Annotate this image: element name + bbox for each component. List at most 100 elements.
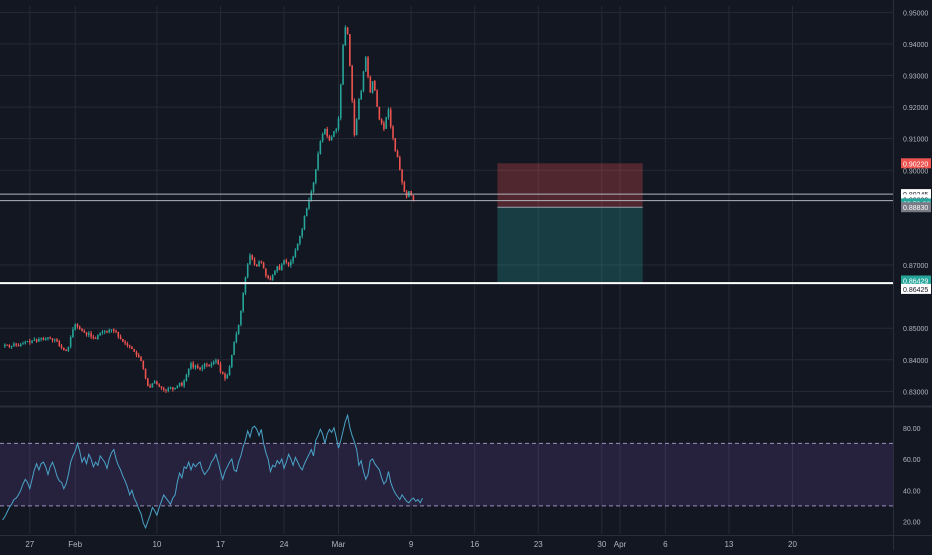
candle	[349, 33, 351, 67]
time-tick-label: 6	[663, 540, 668, 549]
rsi-line	[2, 413, 423, 530]
candle-body	[403, 182, 406, 192]
candle-body	[78, 326, 81, 329]
candle	[76, 323, 79, 329]
candle	[142, 360, 145, 370]
candle-body	[369, 76, 372, 93]
price-tick-label: 0.84000	[903, 358, 928, 365]
candle-body	[22, 343, 24, 345]
time-tick-label: 13	[724, 540, 733, 549]
candle-body	[276, 266, 279, 272]
candle	[172, 387, 174, 392]
candle	[258, 260, 260, 267]
candle	[153, 379, 156, 384]
price-label-text: 0.90220	[903, 161, 928, 168]
candle	[287, 261, 290, 267]
candle-body	[228, 366, 231, 376]
candle-body	[389, 109, 392, 127]
candle-body	[235, 333, 238, 343]
candle-body	[47, 337, 49, 339]
time-axis[interactable]: 27 Feb 10 17 24 Mar 9 16 23 30 Apr 6 13 20	[25, 540, 797, 549]
candle-body	[162, 387, 165, 390]
candle-body	[255, 264, 258, 267]
candle-body	[49, 337, 52, 339]
candle	[253, 257, 256, 266]
candle	[269, 275, 272, 281]
candle	[117, 331, 120, 339]
price-lines	[0, 193, 893, 285]
candle-body	[65, 349, 67, 351]
candle	[330, 135, 333, 141]
candle-body	[303, 216, 306, 230]
candle-body	[44, 338, 47, 340]
candle-body	[364, 57, 367, 72]
candle-body	[278, 266, 281, 271]
time-tick-label: 16	[470, 540, 479, 549]
candle-body	[312, 182, 315, 192]
candle	[328, 134, 331, 142]
price-label-stop[interactable]: 0.90220	[901, 158, 931, 169]
candle-body	[212, 361, 215, 365]
candle-body	[144, 368, 147, 379]
candle-body	[42, 337, 45, 340]
candle	[392, 125, 394, 141]
price-label-text: 0.86429	[903, 278, 928, 285]
candle-body	[194, 365, 197, 368]
candle	[26, 340, 29, 343]
candle	[201, 364, 204, 372]
candle	[31, 340, 33, 344]
candle-body	[56, 339, 58, 342]
candle	[4, 343, 6, 348]
candle	[342, 44, 344, 85]
candle	[301, 227, 303, 239]
candle-body	[63, 347, 65, 350]
candle	[217, 359, 219, 366]
price-label-text: 0.86425	[903, 287, 928, 294]
candle	[10, 345, 13, 350]
candle	[190, 361, 192, 370]
price-label-box	[901, 158, 931, 169]
candle	[324, 128, 326, 135]
candle	[110, 329, 113, 333]
candle	[296, 243, 299, 251]
position-tool[interactable]	[497, 163, 643, 284]
candle-body	[315, 169, 317, 183]
candle-body	[301, 229, 303, 236]
candle	[351, 64, 353, 103]
candle-body	[330, 136, 333, 140]
candle-body	[176, 385, 179, 388]
candle-body	[280, 264, 283, 271]
time-tick-label: 9	[409, 540, 414, 549]
candle-body	[101, 331, 104, 333]
stop-loss-zone[interactable]	[497, 163, 643, 208]
candle	[33, 337, 36, 341]
candle	[410, 190, 412, 197]
candle-body	[271, 275, 274, 281]
candle	[35, 338, 38, 343]
candle-body	[344, 27, 347, 46]
candle	[285, 258, 288, 264]
candle	[13, 342, 15, 347]
candle-body	[172, 387, 174, 390]
candle	[383, 120, 385, 132]
candle-body	[265, 268, 267, 276]
price-axis[interactable]: 0.95000 0.94000 0.93000 0.92000 0.91000 0.900…	[901, 10, 931, 527]
price-label-line[interactable]: 0.86425	[901, 283, 931, 294]
candle-body	[76, 324, 79, 327]
candle	[246, 262, 249, 279]
price-label-entry[interactable]: 0.88830	[901, 202, 931, 213]
candle-body	[367, 57, 369, 77]
candle	[131, 346, 133, 350]
candle	[165, 388, 167, 394]
candle	[185, 373, 188, 382]
take-profit-zone[interactable]	[497, 207, 643, 284]
candle-body	[203, 364, 206, 367]
candle-body	[283, 260, 285, 265]
candle	[94, 336, 97, 339]
candle-body	[99, 332, 101, 336]
candle	[85, 331, 88, 337]
price-label-target[interactable]: 0.86429	[901, 275, 931, 286]
candle-body	[308, 199, 310, 209]
